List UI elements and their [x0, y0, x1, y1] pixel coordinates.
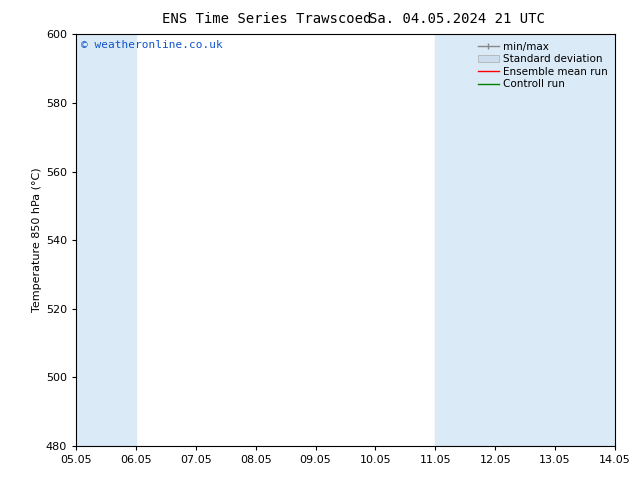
- Bar: [76, 34, 136, 446]
- Text: ENS Time Series Trawscoed: ENS Time Series Trawscoed: [162, 12, 371, 26]
- Text: Sa. 04.05.2024 21 UTC: Sa. 04.05.2024 21 UTC: [368, 12, 545, 26]
- Legend: min/max, Standard deviation, Ensemble mean run, Controll run: min/max, Standard deviation, Ensemble me…: [476, 40, 610, 92]
- Bar: [555, 34, 615, 446]
- Y-axis label: Temperature 850 hPa (°C): Temperature 850 hPa (°C): [32, 168, 42, 313]
- Text: © weatheronline.co.uk: © weatheronline.co.uk: [81, 41, 223, 50]
- Bar: [436, 34, 555, 446]
